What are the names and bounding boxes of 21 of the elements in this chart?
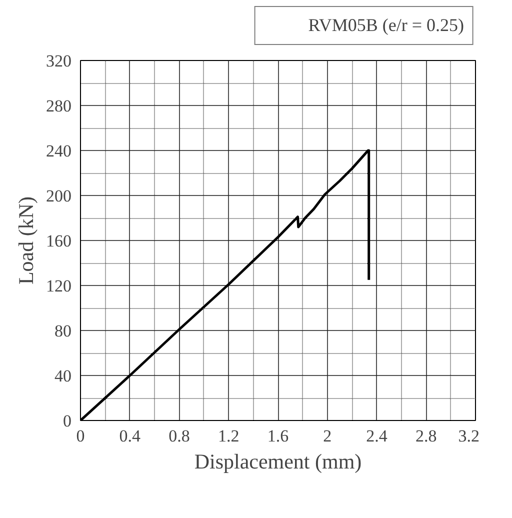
x-tick-label: 0 bbox=[76, 426, 85, 446]
x-axis-title: Displacement (mm) bbox=[194, 450, 362, 474]
x-tick-label: 1.6 bbox=[267, 426, 289, 446]
y-tick-label: 280 bbox=[46, 96, 72, 116]
text: RVM05B (e/r = 0.25) bbox=[308, 15, 464, 36]
x-tick-label: 2.4 bbox=[366, 426, 388, 446]
x-tick-label: 2 bbox=[323, 426, 332, 446]
x-tick-label: 1.2 bbox=[218, 426, 240, 446]
y-tick-label: 240 bbox=[46, 142, 72, 160]
x-tick-label: 0.8 bbox=[168, 426, 190, 446]
y-tick-label: 40 bbox=[54, 366, 72, 386]
x-tick-label: 0.4 bbox=[119, 426, 141, 446]
y-tick-label: 200 bbox=[46, 186, 72, 206]
y-tick-label: 80 bbox=[54, 322, 72, 340]
y-tick-label: 160 bbox=[46, 232, 72, 250]
x-tick-label: 3.2 bbox=[458, 426, 480, 446]
x-tick-label: 2.8 bbox=[416, 426, 437, 446]
y-tick-label: 120 bbox=[46, 276, 72, 296]
y-tick-label: 320 bbox=[46, 52, 72, 70]
y-axis-title: Load (kN) bbox=[14, 196, 38, 285]
y-tick-label: 0 bbox=[63, 412, 72, 430]
